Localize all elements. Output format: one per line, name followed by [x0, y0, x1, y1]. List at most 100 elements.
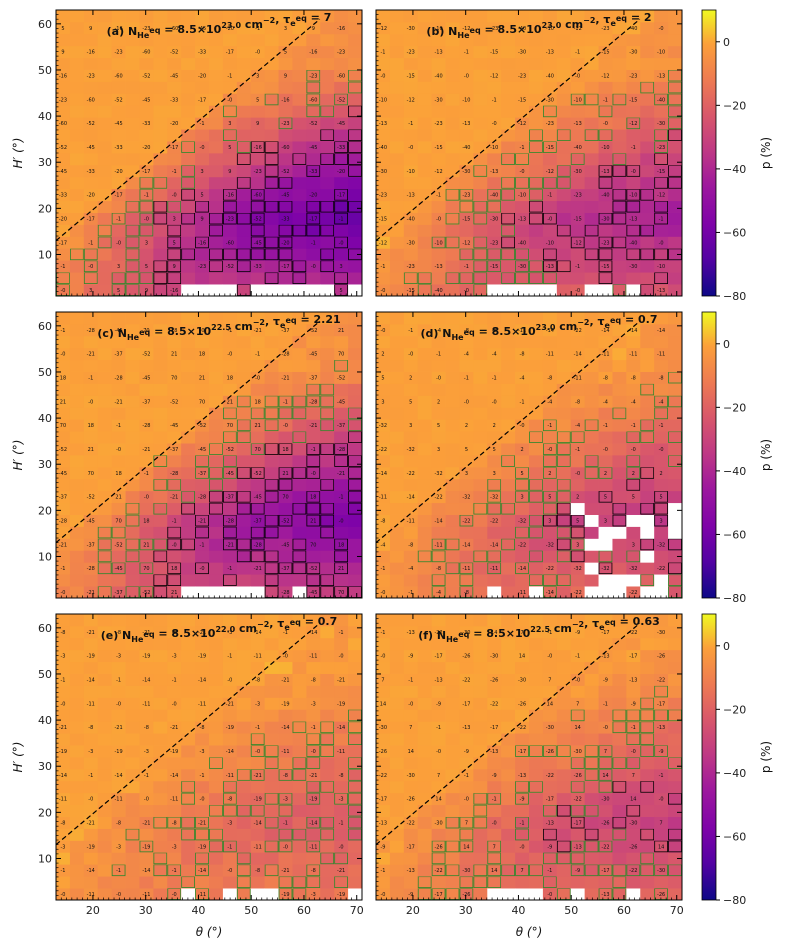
highlight-box [487, 852, 502, 865]
heatmap-cell [306, 538, 321, 551]
highlight-box [445, 272, 460, 284]
heatmap-cell [69, 514, 85, 527]
heatmap-cell [320, 141, 335, 154]
heatmap-cell [292, 840, 307, 853]
cell-value-label: -0 [283, 423, 288, 429]
heatmap-cell [139, 141, 154, 154]
heatmap-cell [445, 312, 460, 325]
heatmap-cell [334, 323, 349, 337]
heatmap-cell [348, 804, 362, 817]
heatmap-cell [167, 780, 182, 794]
heatmap-cell [501, 709, 516, 722]
heatmap-cell [501, 637, 516, 651]
heatmap-cell [236, 284, 252, 296]
heatmap-cell [348, 757, 362, 770]
heatmap-cell [501, 431, 516, 444]
heatmap-cell [403, 455, 419, 468]
heatmap-cell [83, 284, 99, 296]
heatmap-cell [431, 371, 446, 384]
heatmap-cell [181, 21, 196, 35]
heatmap-cell [473, 383, 488, 396]
cell-value-label: -8 [172, 821, 177, 827]
heatmap-cell [668, 407, 682, 420]
heatmap-cell [417, 455, 433, 468]
cell-value-label: -1 [436, 193, 441, 199]
heatmap-cell [668, 176, 682, 190]
highlight-box [292, 260, 307, 273]
heatmap-cell [417, 224, 433, 237]
heatmap-cell [250, 443, 266, 456]
heatmap-cell [529, 745, 544, 758]
heatmap-cell [278, 284, 293, 296]
heatmap-cell [431, 490, 446, 504]
heatmap-cell [431, 757, 446, 770]
heatmap-cell [376, 538, 391, 551]
heatmap-cell [83, 709, 99, 722]
cell-value-label: -16 [170, 288, 178, 294]
heatmap-cell [626, 526, 641, 539]
heatmap-cell [626, 562, 641, 575]
heatmap-cell [556, 888, 572, 900]
cell-value-label: -30 [574, 169, 582, 175]
heatmap-cell [556, 188, 572, 202]
highlight-box [403, 272, 418, 284]
heatmap-cell [612, 188, 627, 202]
heatmap-cell [612, 347, 627, 361]
cell-value-label: -3 [227, 821, 232, 827]
cell-value-label: -0 [255, 376, 260, 382]
panel-c: -0-1-21-28-37-45-52702118-0-1-21-28-37-4… [11, 311, 363, 599]
heatmap-cell [376, 443, 391, 456]
panel-grid: -0-1-17-20-33-45-52-60-23-16953-0-1-17-2… [11, 9, 684, 939]
heatmap-cell [487, 10, 502, 23]
cell-value-label: -1 [88, 240, 93, 246]
cell-value-label: -30 [629, 264, 637, 270]
heatmap-cell [376, 260, 391, 273]
highlight-box [97, 236, 112, 249]
heatmap-cell [153, 745, 168, 758]
heatmap-cell [431, 804, 446, 817]
heatmap-cell [278, 673, 293, 686]
heatmap-cell [459, 431, 474, 444]
heatmap-cell [125, 852, 140, 865]
cell-value-label: -30 [490, 217, 498, 223]
heatmap-cell [195, 864, 210, 877]
heatmap-cell [612, 260, 627, 273]
cell-value-label: -9 [520, 797, 525, 803]
cell-value-label: 9 [256, 121, 259, 127]
heatmap-cell [389, 395, 405, 408]
heatmap-cell [668, 105, 682, 118]
cell-value-label: -1 [464, 376, 469, 382]
heatmap-cell [334, 359, 349, 372]
heatmap-cell [56, 864, 71, 877]
heatmap-cell [334, 625, 349, 639]
highlight-box [306, 780, 321, 793]
heatmap-cell [501, 661, 516, 674]
cell-value-label: -0 [408, 352, 413, 358]
heatmap-cell [222, 164, 238, 178]
highlight-box [223, 574, 237, 586]
heatmap-cell [111, 371, 126, 384]
heatmap-cell [570, 33, 586, 47]
heatmap-cell [153, 335, 168, 349]
highlight-box [487, 792, 502, 805]
heatmap-cell [459, 685, 474, 698]
highlight-box [654, 248, 668, 261]
heatmap-cell [236, 574, 252, 587]
heatmap-cell [640, 466, 655, 480]
heatmap-cell [459, 661, 474, 674]
heatmap-cell [654, 347, 669, 361]
heatmap-cell [556, 721, 572, 734]
highlight-box [529, 864, 543, 877]
highlight-box [278, 443, 293, 455]
heatmap-cell [306, 188, 321, 202]
cell-value-label: -0 [547, 654, 552, 660]
highlight-box [487, 876, 502, 888]
heatmap-cell [584, 371, 599, 384]
heatmap-cell [348, 768, 362, 782]
highlight-box [570, 236, 585, 249]
heatmap-cell [473, 637, 488, 651]
heatmap-cell [125, 804, 140, 817]
cell-value-label: -37 [170, 447, 178, 453]
heatmap-cell [181, 490, 196, 504]
heatmap-cell [584, 33, 599, 47]
